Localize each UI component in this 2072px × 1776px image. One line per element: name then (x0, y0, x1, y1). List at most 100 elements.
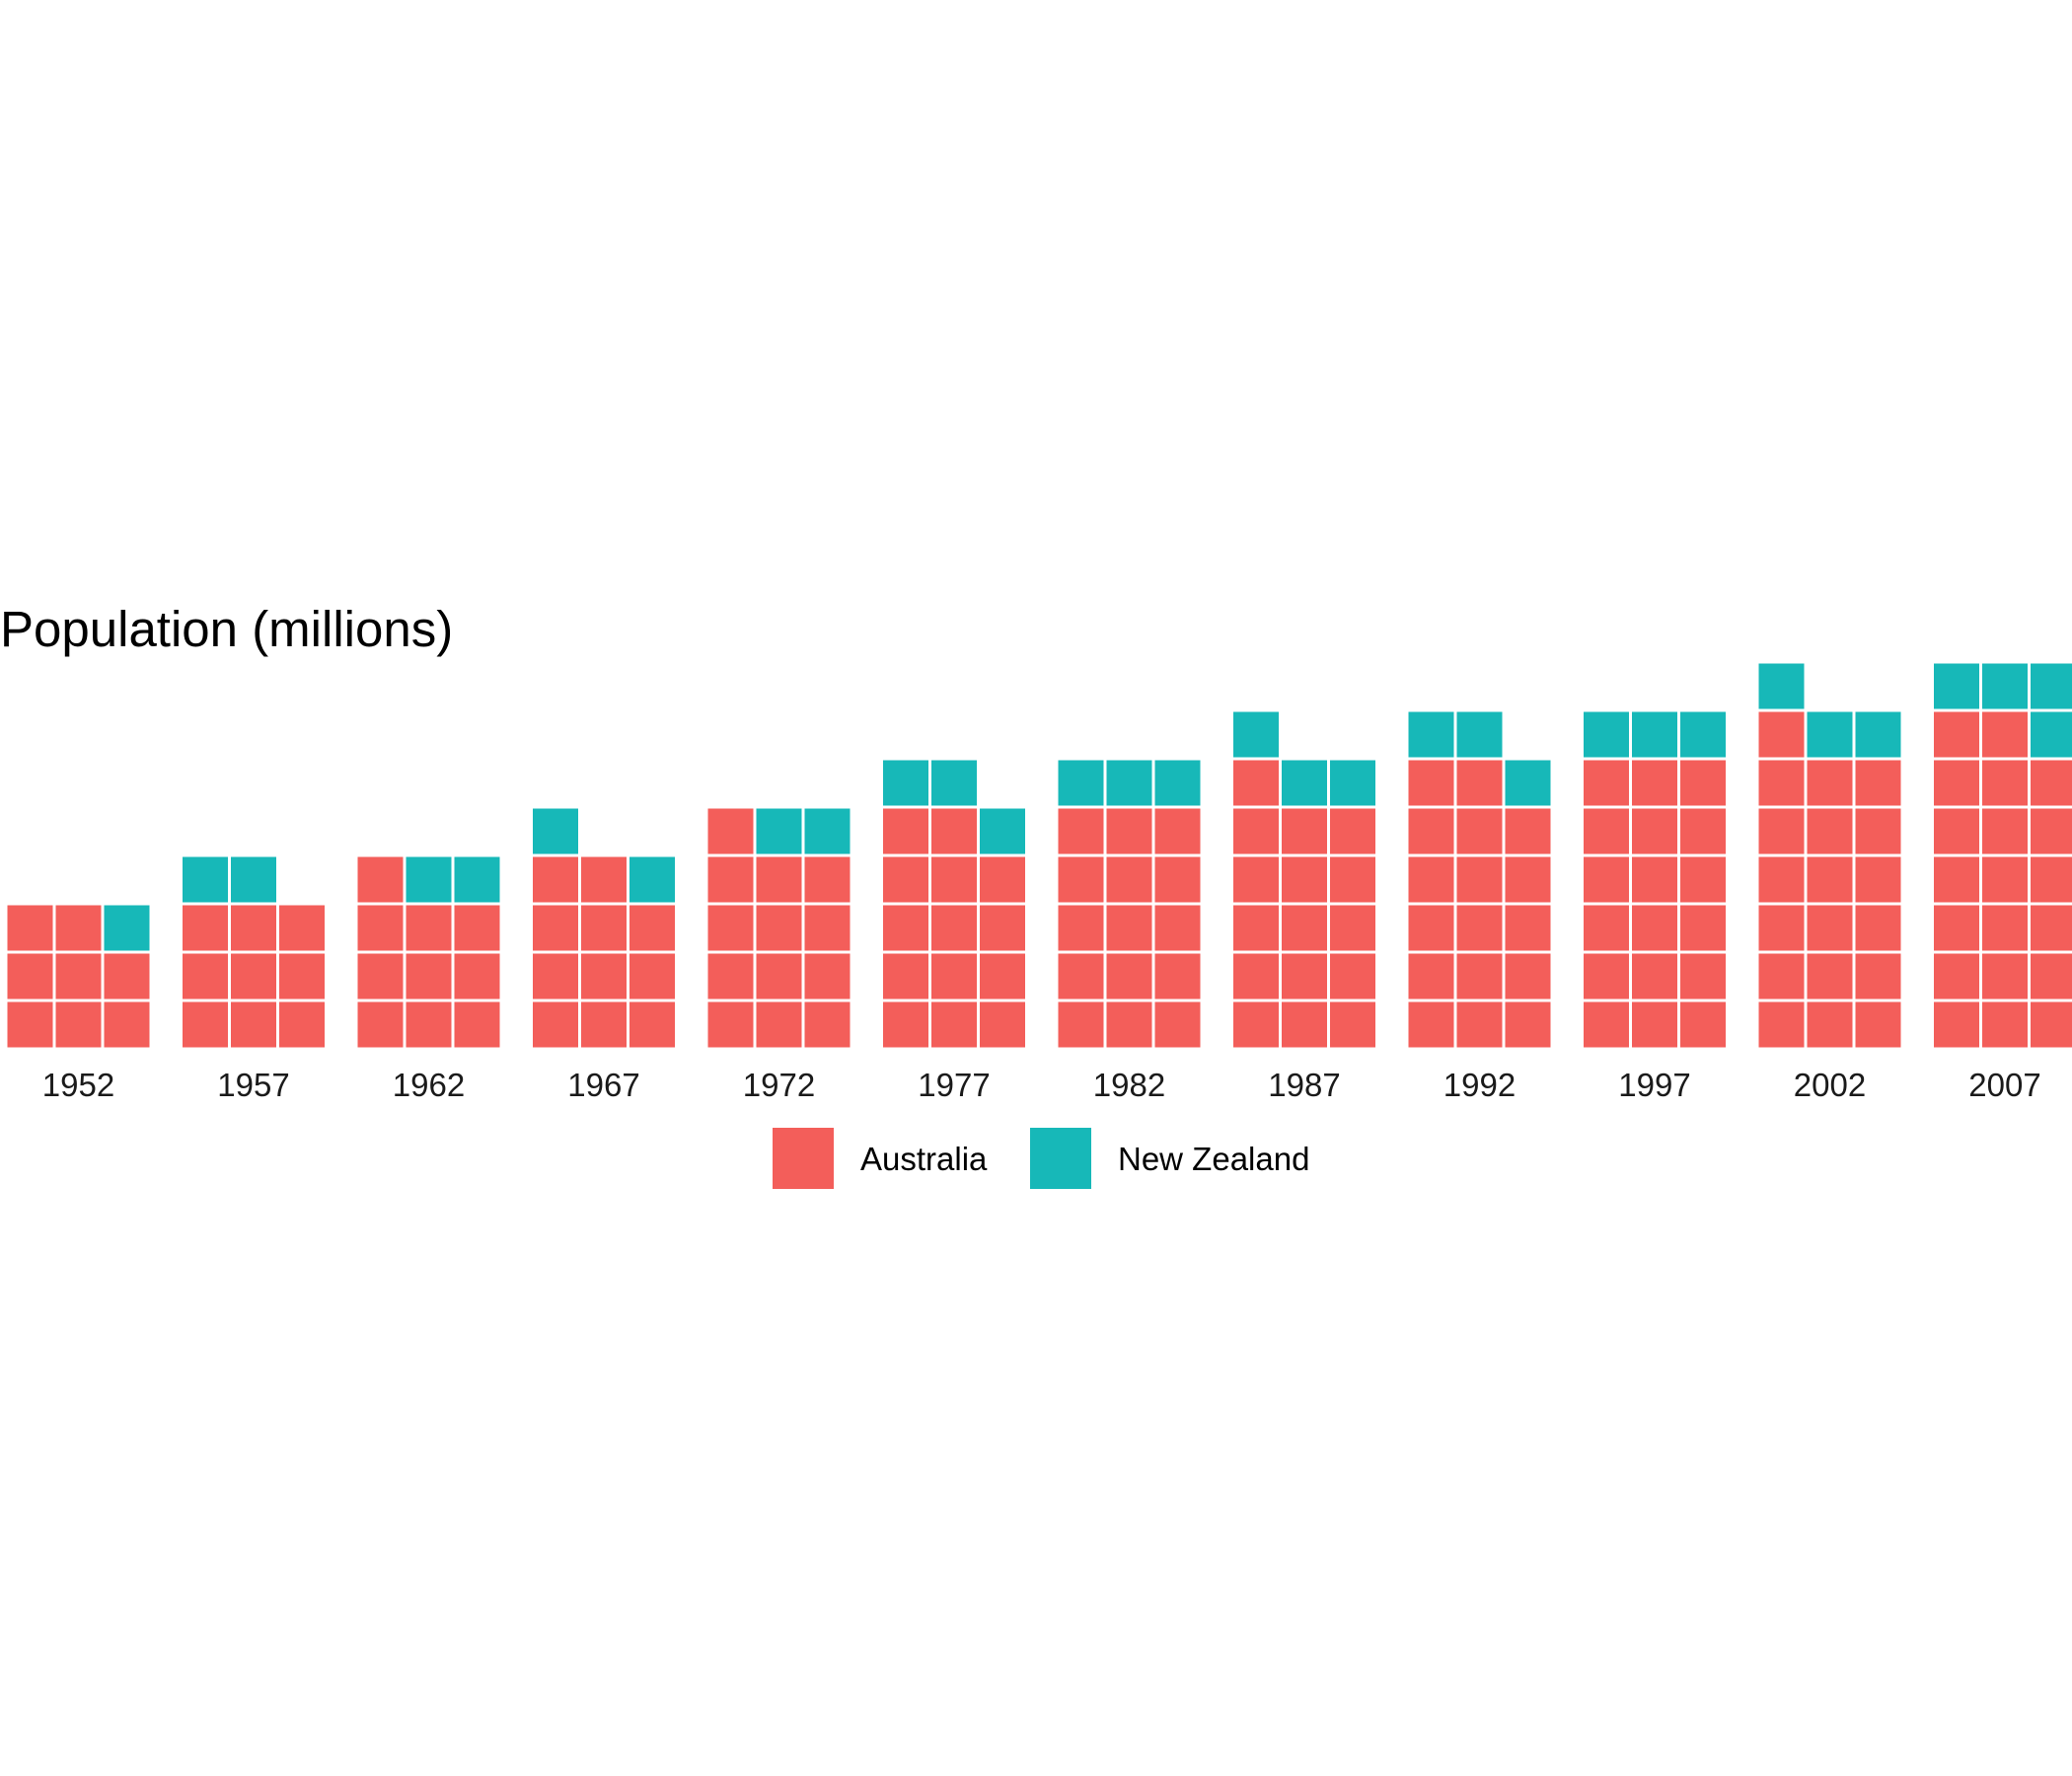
tile-australia-1957 (278, 1000, 326, 1049)
tile-australia-2007 (2030, 855, 2072, 904)
tile-australia-2007 (1981, 904, 2029, 952)
tile-australia-1987 (1281, 952, 1328, 1000)
tile-australia-1987 (1329, 1000, 1376, 1049)
tile-new-zealand-1987 (1281, 759, 1328, 807)
tile-australia-1992 (1455, 855, 1504, 904)
tile-australia-1997 (1679, 904, 1727, 952)
tile-australia-2002 (1757, 855, 1806, 904)
tile-australia-1957 (278, 904, 326, 952)
tile-australia-1982 (1153, 1000, 1202, 1049)
tile-australia-1982 (1153, 855, 1202, 904)
legend-swatch-australia (773, 1128, 834, 1189)
legend: Australia New Zealand (773, 1128, 1309, 1189)
tile-australia-2007 (1933, 952, 1980, 1000)
tile-australia-1972 (803, 1000, 851, 1049)
tile-new-zealand-1992 (1504, 759, 1552, 807)
tile-australia-1962 (356, 952, 405, 1000)
x-tick-label: 1967 (567, 1067, 639, 1103)
tile-new-zealand-1982 (1105, 759, 1153, 807)
tile-australia-1992 (1407, 904, 1455, 952)
tile-australia-1972 (755, 855, 803, 904)
x-tick-label: 1977 (918, 1067, 990, 1103)
tile-australia-1952 (103, 952, 151, 1000)
tile-australia-1997 (1631, 904, 1678, 952)
tile-layer (6, 662, 2072, 1049)
tile-australia-1952 (6, 1000, 54, 1049)
tile-australia-2002 (1854, 904, 1902, 952)
tile-australia-1997 (1631, 855, 1678, 904)
tile-australia-2007 (1933, 710, 1980, 759)
tile-australia-1962 (356, 855, 405, 904)
tile-australia-1982 (1105, 952, 1153, 1000)
tile-australia-1992 (1504, 855, 1552, 904)
tile-australia-1997 (1631, 759, 1678, 807)
tile-australia-1972 (706, 807, 755, 855)
tile-australia-1962 (356, 1000, 405, 1049)
tile-new-zealand-1977 (882, 759, 929, 807)
tile-new-zealand-1977 (930, 759, 978, 807)
tile-australia-1982 (1105, 904, 1153, 952)
tile-australia-1987 (1281, 855, 1328, 904)
tile-new-zealand-1992 (1407, 710, 1455, 759)
tile-australia-1977 (882, 1000, 929, 1049)
tile-new-zealand-1982 (1057, 759, 1105, 807)
tile-australia-1992 (1504, 952, 1552, 1000)
tile-australia-1972 (803, 904, 851, 952)
tile-australia-2002 (1757, 710, 1806, 759)
tile-australia-1997 (1679, 807, 1727, 855)
tile-australia-1972 (755, 952, 803, 1000)
tile-new-zealand-1987 (1329, 759, 1376, 807)
tile-australia-1967 (532, 855, 579, 904)
x-tick-label: 1987 (1268, 1067, 1340, 1103)
tile-new-zealand-1972 (755, 807, 803, 855)
tile-australia-1997 (1631, 807, 1678, 855)
legend-swatch-new-zealand (1030, 1128, 1091, 1189)
tile-australia-1982 (1057, 904, 1105, 952)
tile-new-zealand-1977 (979, 807, 1026, 855)
tile-australia-1967 (532, 904, 579, 952)
tile-australia-1987 (1329, 807, 1376, 855)
tile-australia-2002 (1854, 759, 1902, 807)
tile-australia-1982 (1153, 904, 1202, 952)
tile-australia-1977 (882, 952, 929, 1000)
tile-australia-1997 (1679, 952, 1727, 1000)
tile-australia-1957 (182, 1000, 229, 1049)
tile-australia-1967 (629, 952, 676, 1000)
tile-australia-1952 (54, 952, 103, 1000)
tile-australia-1997 (1583, 952, 1630, 1000)
tile-australia-2007 (2030, 904, 2072, 952)
tile-new-zealand-1972 (803, 807, 851, 855)
tile-australia-2002 (1757, 952, 1806, 1000)
tile-australia-2002 (1806, 952, 1854, 1000)
tile-australia-1997 (1583, 1000, 1630, 1049)
tile-australia-1997 (1583, 759, 1630, 807)
x-tick-label: 1992 (1443, 1067, 1516, 1103)
tile-australia-1992 (1407, 1000, 1455, 1049)
tile-australia-1972 (803, 855, 851, 904)
x-tick-label: 1952 (42, 1067, 114, 1103)
tile-australia-1992 (1407, 952, 1455, 1000)
tile-new-zealand-1962 (453, 855, 501, 904)
tile-australia-1997 (1583, 807, 1630, 855)
tile-new-zealand-2007 (1933, 662, 1980, 710)
tile-australia-1987 (1232, 1000, 1280, 1049)
tile-australia-1967 (580, 904, 628, 952)
tile-new-zealand-1957 (182, 855, 229, 904)
tile-australia-1987 (1329, 855, 1376, 904)
tile-australia-2007 (1981, 1000, 2029, 1049)
tile-australia-1962 (356, 904, 405, 952)
tile-australia-1977 (930, 807, 978, 855)
tile-australia-2007 (2030, 807, 2072, 855)
tile-australia-1987 (1281, 904, 1328, 952)
tile-australia-2002 (1806, 855, 1854, 904)
tile-new-zealand-1997 (1631, 710, 1678, 759)
tile-australia-2002 (1854, 855, 1902, 904)
tile-new-zealand-1997 (1679, 710, 1727, 759)
legend-label-new-zealand: New Zealand (1118, 1141, 1309, 1177)
tile-australia-1982 (1105, 807, 1153, 855)
tile-australia-2002 (1854, 952, 1902, 1000)
tile-australia-2002 (1757, 759, 1806, 807)
tile-australia-1977 (979, 952, 1026, 1000)
tile-new-zealand-2002 (1806, 710, 1854, 759)
tile-australia-2002 (1806, 904, 1854, 952)
